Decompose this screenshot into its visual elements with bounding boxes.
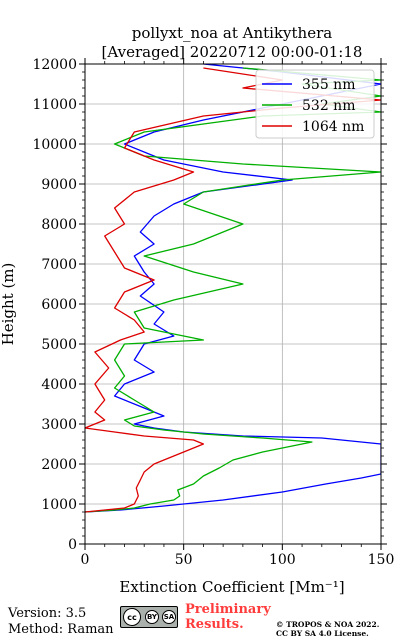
cc-license-badge: cc BY SA <box>120 606 178 628</box>
preliminary-results-notice: Preliminary Results. <box>185 602 271 632</box>
plot-area: 0 50 100 150 0 1000 2000 3000 4000 5000 6000 7000 80… <box>32 57 394 568</box>
cc-icon: cc <box>123 608 141 626</box>
series-line-355-nm <box>85 64 381 513</box>
preliminary-line2: Results. <box>185 617 244 632</box>
x-tick-label: 0 <box>81 552 90 568</box>
legend-label: 1064 nm <box>302 119 364 135</box>
method-text: Method: Raman <box>8 622 114 637</box>
y-tick-label: 3000 <box>41 417 77 433</box>
y-axis-label: Height (m) <box>0 263 17 346</box>
y-tick-label: 11000 <box>32 97 77 113</box>
y-tick-label: 5000 <box>41 337 77 353</box>
sa-icon: SA <box>162 610 176 624</box>
series-lines <box>85 64 381 513</box>
axis-ticks: 0 50 100 150 0 1000 2000 3000 4000 5000 6000 7000 80… <box>32 57 394 568</box>
y-tick-label: 0 <box>68 537 77 553</box>
preliminary-line1: Preliminary <box>185 602 271 617</box>
x-tick-label: 50 <box>175 552 193 568</box>
y-tick-label: 1000 <box>41 497 77 513</box>
copyright-line2: CC BY SA 4.0 License. <box>276 629 369 638</box>
version-text: Version: 3.5 <box>8 606 87 621</box>
copyright-line1: © TROPOS & NOA 2022. <box>276 620 380 629</box>
y-tick-label: 9000 <box>41 177 77 193</box>
x-tick-label: 100 <box>269 552 296 568</box>
copyright-notice: © TROPOS & NOA 2022. CC BY SA 4.0 Licens… <box>276 620 379 638</box>
x-axis-label: Extinction Coefficient [Mm⁻¹] <box>119 578 344 596</box>
chart-title: pollyxt_noa at Antikythera <box>132 24 332 42</box>
by-icon: BY <box>145 610 159 624</box>
legend-label: 355 nm <box>302 77 355 93</box>
legend-frame <box>255 69 375 139</box>
y-tick-label: 10000 <box>32 137 77 153</box>
chart-subtitle: [Averaged] 20220712 00:00-01:18 <box>102 43 363 61</box>
y-tick-label: 12000 <box>32 57 77 73</box>
y-tick-label: 7000 <box>41 257 77 273</box>
x-tick-label: 150 <box>368 552 395 568</box>
series-line-532-nm <box>85 67 381 513</box>
legend-label: 532 nm <box>302 98 355 114</box>
y-tick-label: 4000 <box>41 377 77 393</box>
y-tick-label: 8000 <box>41 217 77 233</box>
y-tick-label: 6000 <box>41 297 77 313</box>
y-tick-label: 2000 <box>41 457 77 473</box>
legend: 355 nm 532 nm 1064 nm <box>255 69 375 139</box>
series-line-1064-nm <box>85 67 381 513</box>
